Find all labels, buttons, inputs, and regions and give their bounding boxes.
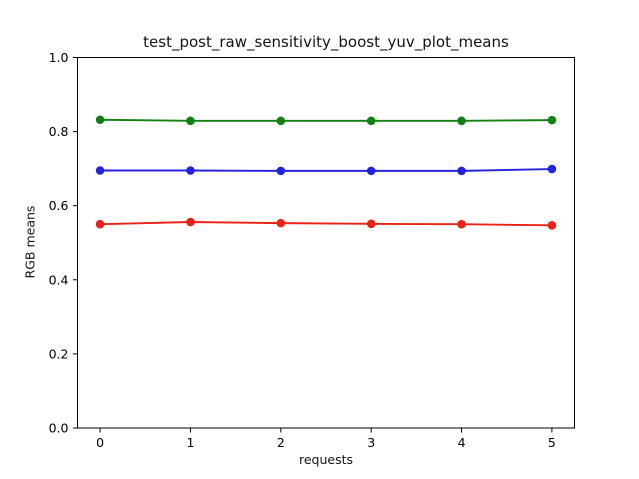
green-series-line bbox=[99, 118, 553, 122]
red-series-marker bbox=[95, 219, 105, 229]
x-axis-label: requests bbox=[298, 452, 354, 467]
y-tick-label: 1.0 bbox=[49, 50, 69, 65]
x-tick-label: 4 bbox=[458, 435, 466, 450]
red-series-marker bbox=[276, 218, 286, 228]
y-tick-label: 0.2 bbox=[49, 346, 69, 361]
green-series-marker bbox=[186, 116, 195, 126]
y-tick-label: 0.8 bbox=[49, 124, 69, 139]
green-series-marker bbox=[95, 115, 105, 125]
green-series-marker bbox=[276, 116, 286, 126]
y-tick-label: 0.4 bbox=[49, 272, 69, 287]
red-series-marker bbox=[186, 217, 195, 227]
red-series-marker bbox=[457, 219, 466, 229]
x-tick-label: 0 bbox=[96, 435, 104, 450]
blue-series-marker bbox=[547, 164, 557, 174]
blue-series-marker bbox=[276, 166, 286, 176]
red-series-marker bbox=[366, 219, 376, 229]
blue-series-marker bbox=[186, 166, 195, 175]
green-series-marker bbox=[366, 116, 376, 126]
blue-series-line bbox=[99, 168, 553, 172]
axes-box bbox=[77, 57, 575, 429]
x-tick-label: 5 bbox=[548, 435, 556, 450]
x-tick-label: 3 bbox=[367, 435, 375, 450]
blue-series-marker bbox=[95, 166, 105, 175]
y-tick-label: 0.0 bbox=[49, 421, 69, 436]
x-tick-label: 2 bbox=[277, 435, 285, 450]
green-series-marker bbox=[457, 116, 466, 126]
blue-series-marker bbox=[366, 166, 376, 176]
chart-title: test_post_raw_sensitivity_boost_yuv_plot… bbox=[143, 33, 509, 51]
green-series-marker bbox=[547, 115, 557, 125]
x-tick-label: 1 bbox=[186, 435, 194, 450]
red-series-marker bbox=[547, 221, 557, 230]
blue-series-marker bbox=[457, 166, 466, 176]
red-series-line bbox=[99, 221, 553, 227]
y-tick-label: 0.6 bbox=[49, 198, 69, 213]
